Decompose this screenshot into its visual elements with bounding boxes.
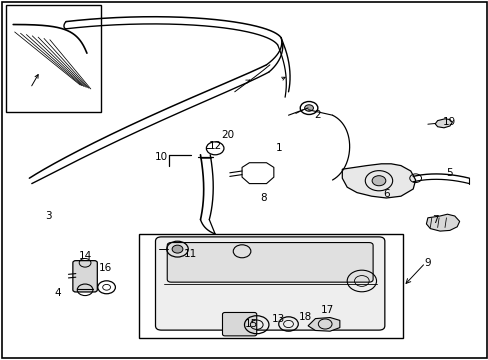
FancyBboxPatch shape: [167, 243, 372, 282]
Text: 12: 12: [208, 141, 222, 151]
Text: 18: 18: [298, 312, 312, 322]
Polygon shape: [307, 318, 339, 331]
Text: 6: 6: [382, 189, 389, 199]
Polygon shape: [434, 119, 451, 128]
Circle shape: [172, 245, 183, 253]
FancyBboxPatch shape: [73, 261, 97, 292]
Text: 7: 7: [431, 215, 438, 225]
Text: 3: 3: [45, 211, 52, 221]
Text: 10: 10: [155, 152, 167, 162]
FancyBboxPatch shape: [155, 237, 384, 330]
Text: 16: 16: [98, 263, 112, 273]
Text: 11: 11: [183, 249, 197, 259]
Bar: [6, 5, 101, 112]
Text: 19: 19: [442, 117, 456, 127]
Text: 9: 9: [424, 258, 430, 268]
Bar: [139, 234, 403, 338]
Text: 2: 2: [314, 110, 321, 120]
Text: 15: 15: [244, 319, 258, 329]
Polygon shape: [342, 164, 415, 198]
Text: 4: 4: [54, 288, 61, 298]
Circle shape: [358, 180, 369, 188]
Text: 13: 13: [271, 314, 285, 324]
Polygon shape: [426, 214, 459, 231]
Text: 17: 17: [320, 305, 334, 315]
Text: 20: 20: [221, 130, 233, 140]
Text: 1: 1: [275, 143, 282, 153]
Text: 5: 5: [446, 168, 452, 178]
Circle shape: [371, 176, 385, 186]
Circle shape: [304, 105, 313, 111]
FancyBboxPatch shape: [222, 312, 256, 336]
Text: 14: 14: [79, 251, 92, 261]
Text: 8: 8: [260, 193, 267, 203]
